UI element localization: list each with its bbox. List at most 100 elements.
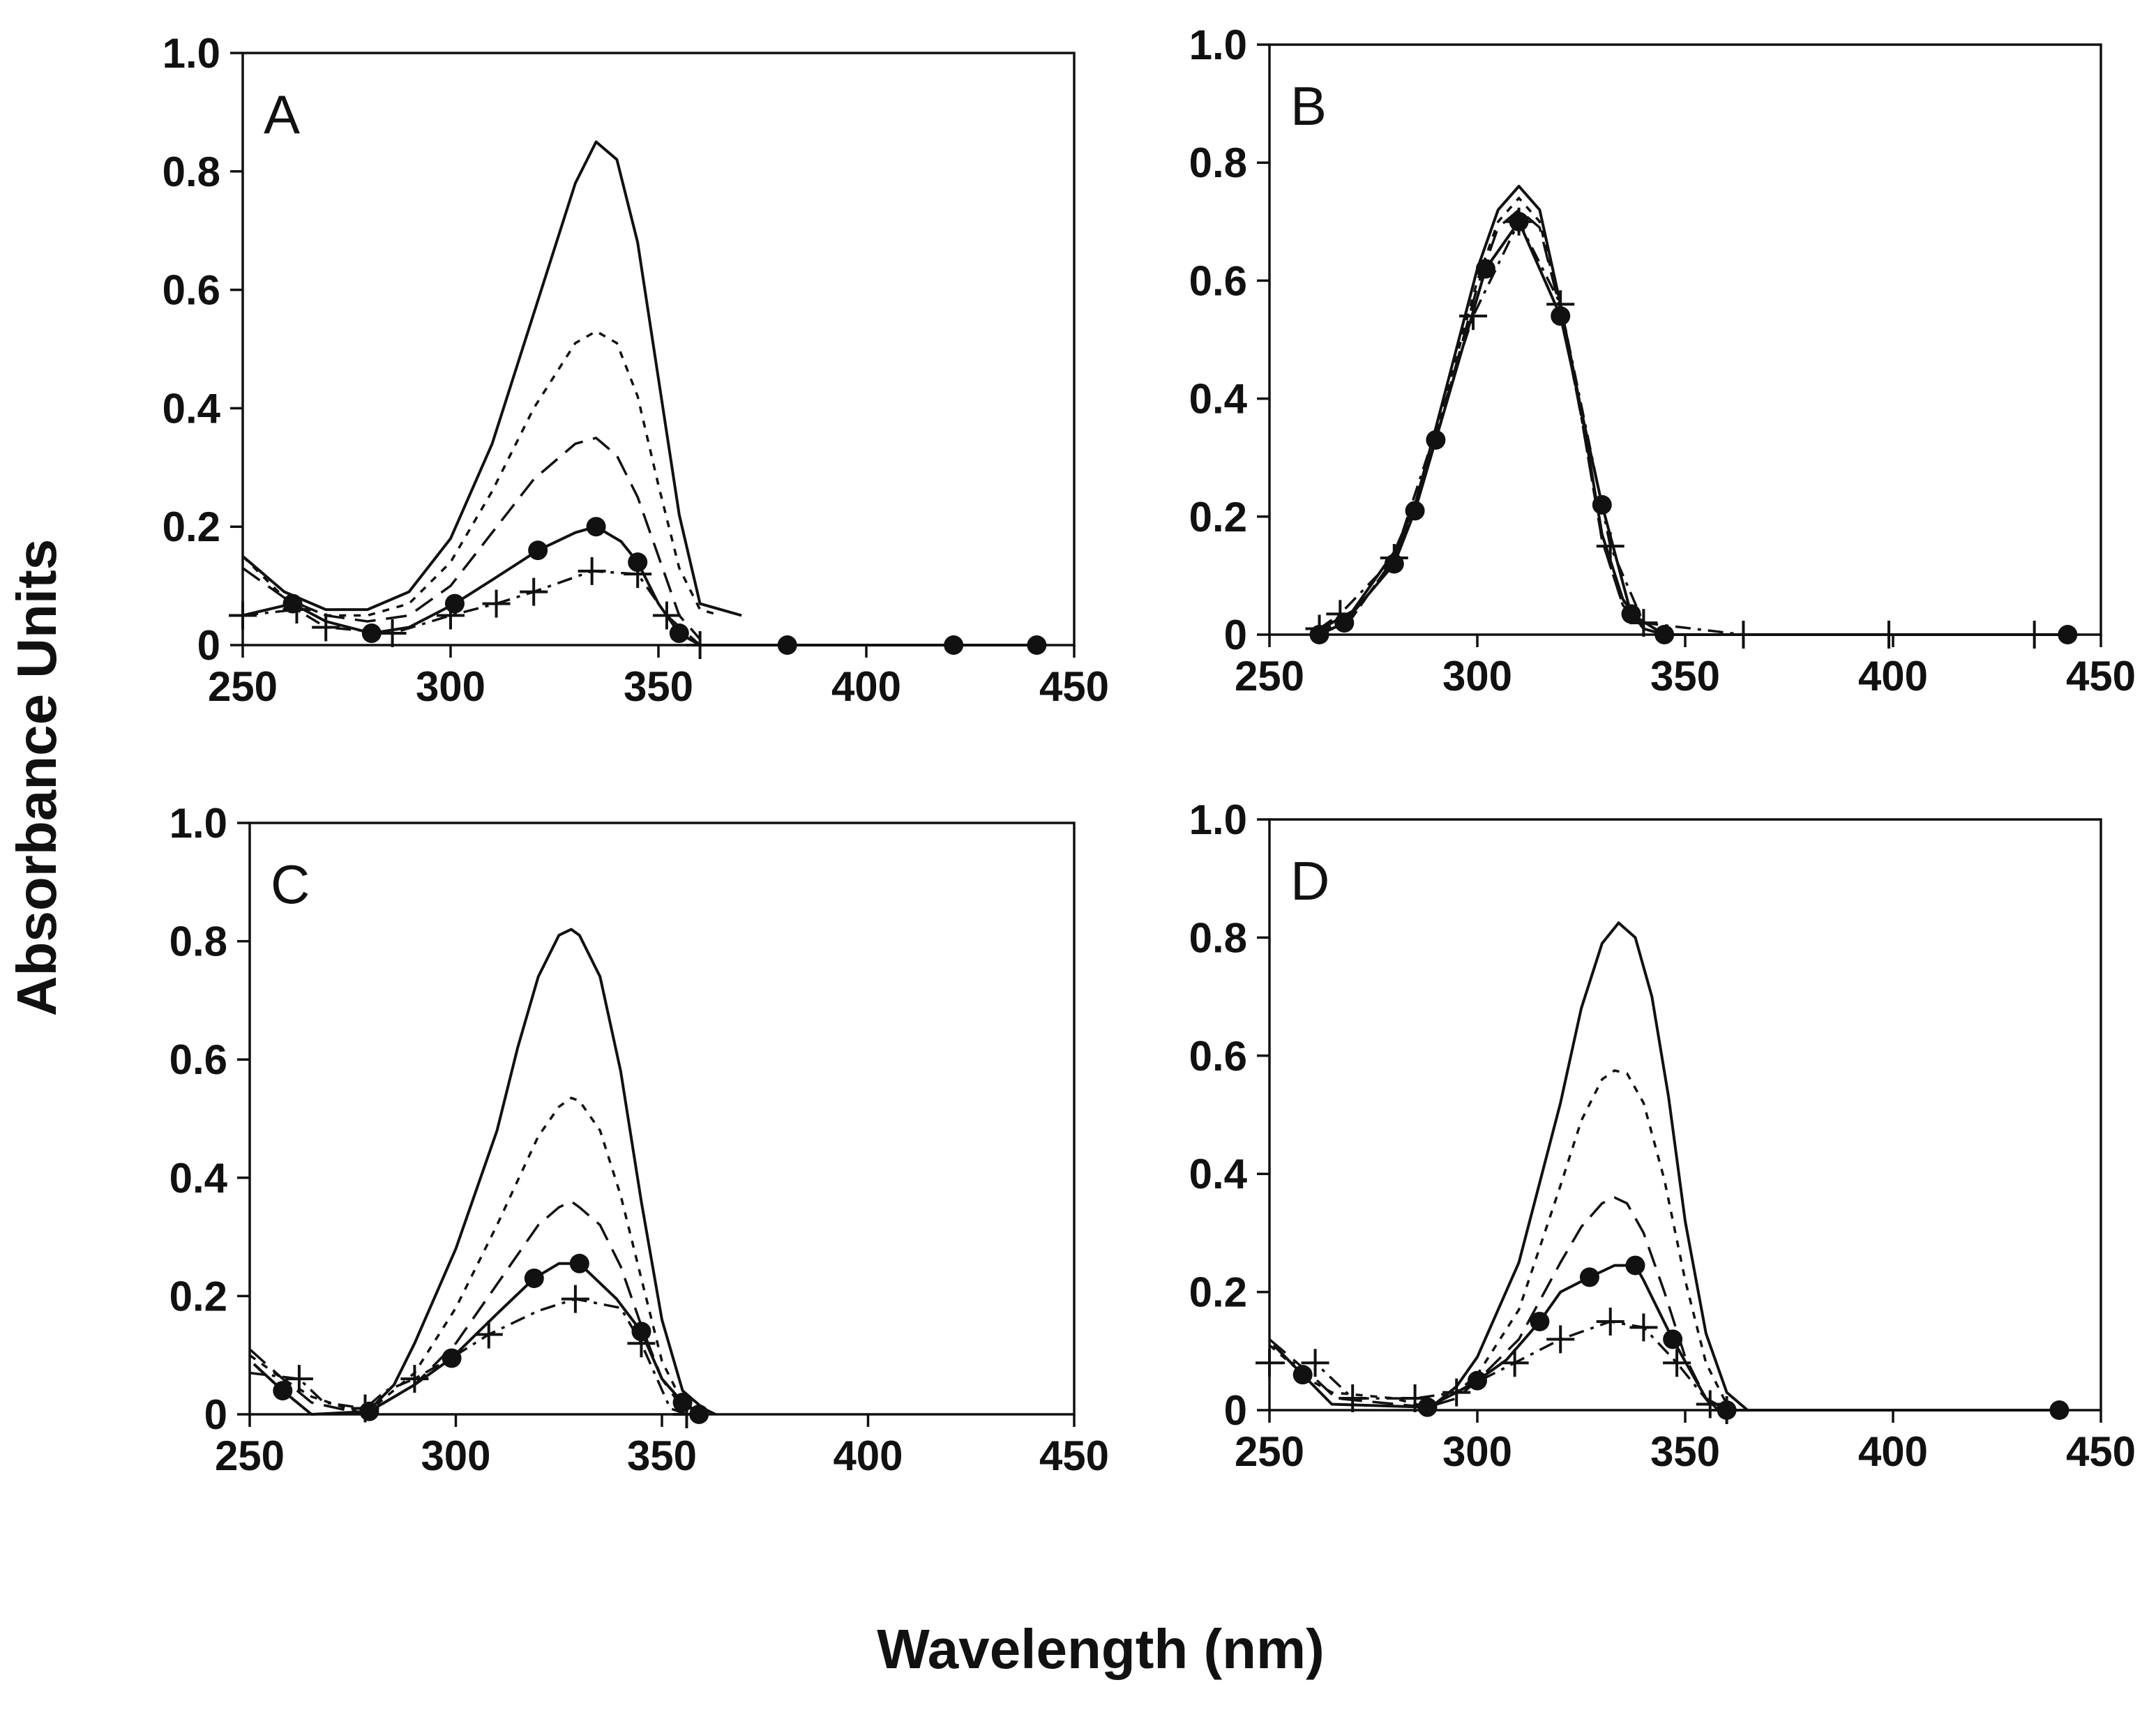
x-tick-label-c: 450 [1039, 1432, 1109, 1479]
data-point-plus-b [1459, 302, 1488, 331]
data-point-plus-d [1712, 1396, 1741, 1424]
x-tick-label-b: 350 [1650, 653, 1720, 699]
data-point-circle-a [944, 635, 964, 655]
data-point-circle-a [586, 517, 606, 537]
y-tick-label-c: 0.8 [169, 918, 227, 965]
data-point-circle-d [1292, 1365, 1313, 1385]
data-point-circle-a [669, 623, 689, 644]
series-line-filled-circle-d [1272, 1264, 2060, 1412]
data-point-circle-b [2058, 625, 2078, 644]
data-point-plus-c [285, 1365, 313, 1393]
panel-b: 250 300 350 400 450 0 0.2 0.4 0.6 0.8 1.0 B [1189, 22, 2136, 699]
data-point-circle-a [361, 623, 382, 644]
data-point-plus-a [520, 577, 548, 606]
series-line-solid-dotted-a [241, 140, 742, 617]
series-line-filled-circle-a [242, 525, 1037, 646]
series-line-plus-d [1269, 1320, 1728, 1412]
data-point-plus-c [474, 1320, 503, 1349]
series-line-solid-dotted-c [364, 928, 716, 1416]
data-point-circle-c [569, 1253, 589, 1273]
data-point-circle-a [444, 593, 465, 614]
data-point-circle-d [1663, 1329, 1683, 1349]
data-point-circle-b [1621, 604, 1641, 624]
data-point-circle-d [1579, 1267, 1599, 1287]
data-point-circle-c [524, 1268, 544, 1288]
y-tick-label-a: 1.0 [163, 30, 220, 77]
data-point-circle-b [1405, 501, 1425, 521]
series-line-long-dash-d [1268, 1196, 1719, 1412]
x-tick-label-c: 400 [833, 1432, 903, 1479]
y-tick-label-d: 0.4 [1189, 1151, 1248, 1197]
data-point-circle-a [777, 635, 797, 655]
data-point-circle-d [1468, 1370, 1487, 1391]
data-point-plus-d [1696, 1390, 1724, 1419]
data-point-plus-c [672, 1400, 701, 1428]
x-tick-label-d: 300 [1442, 1428, 1512, 1475]
panel-label-b: B [1290, 75, 1327, 137]
data-point-plus-a [282, 596, 311, 624]
panel-label-c: C [271, 854, 310, 915]
y-tick-label-d: 1.0 [1189, 796, 1247, 843]
x-tick-label-a: 300 [416, 663, 485, 710]
data-point-circle-b [1475, 259, 1495, 279]
data-point-plus-a [437, 601, 465, 630]
plot-frame-d [1268, 818, 2102, 1412]
y-tick-label-b: 0.6 [1189, 257, 1247, 304]
data-point-circle-a [528, 540, 548, 561]
data-point-plus-d [1301, 1349, 1329, 1377]
series-line-short-dash-c [248, 1096, 704, 1416]
y-tick-label-d: 0.6 [1189, 1033, 1247, 1080]
data-point-plus-d [1663, 1349, 1691, 1377]
data-point-circle-b [1334, 613, 1355, 633]
data-point-circle-c [273, 1381, 293, 1401]
series-line-filled-circle-c [252, 1262, 700, 1416]
plot-frame-c [248, 822, 1076, 1416]
data-point-circle-c [442, 1348, 462, 1368]
series-line-solid-dotted-d [1426, 921, 1749, 1412]
x-tick-label-a: 450 [1039, 663, 1109, 710]
data-point-plus-b [1596, 532, 1624, 561]
data-point-plus-a [378, 619, 407, 648]
data-point-circle-d [1530, 1311, 1550, 1331]
data-point-plus-d [1442, 1378, 1471, 1407]
y-tick-label-a: 0.4 [163, 385, 221, 432]
x-tick-label-a: 400 [831, 663, 901, 710]
panel-label-a: A [264, 84, 300, 145]
y-tick-label-b: 0.8 [1189, 139, 1247, 186]
data-point-plus-d [1339, 1384, 1367, 1413]
y-axis-title: Absorbance Units [6, 539, 68, 1017]
y-tick-label-d: 0.2 [1189, 1269, 1247, 1316]
x-tick-label-b: 400 [1858, 653, 1928, 699]
panel-a: 250 300 350 400 450 0 0.2 0.4 0.6 0.8 1.0 A [163, 30, 1109, 710]
y-tick-label-c: 0.6 [169, 1036, 227, 1083]
series-line-plus-b [1318, 220, 2035, 636]
y-tick-label-b: 0.2 [1189, 494, 1247, 540]
y-tick-label-d: 0 [1224, 1387, 1247, 1434]
data-point-circle-b [1654, 625, 1675, 644]
data-point-plus-d [1500, 1349, 1529, 1377]
x-tick-label-d: 250 [1235, 1428, 1304, 1475]
y-tick-label-b: 1.0 [1189, 22, 1247, 68]
y-tick-label-c: 0.4 [169, 1155, 228, 1202]
data-point-plus-b [1326, 600, 1355, 628]
x-tick-label-b: 300 [1442, 653, 1512, 699]
series-line-long-dash-a [241, 437, 701, 640]
data-point-plus-b [1505, 207, 1533, 236]
x-tick-label-c: 300 [421, 1432, 490, 1479]
x-tick-label-a: 250 [208, 663, 278, 710]
y-tick-label-d: 0.8 [1189, 914, 1247, 961]
panel-label-d: D [1290, 850, 1329, 912]
data-point-plus-b [1305, 614, 1334, 643]
y-tick-label-a: 0.8 [163, 149, 220, 195]
x-axis-title: Wavelength (nm) [877, 1618, 1324, 1680]
x-tick-label-d: 450 [2066, 1428, 2136, 1475]
series-line-long-dash-b [1310, 209, 1685, 636]
data-point-plus-a [686, 631, 714, 659]
data-point-plus-c [627, 1329, 656, 1358]
data-point-circle-a [1027, 635, 1047, 655]
y-tick-label-c: 0.2 [169, 1273, 227, 1319]
data-point-plus-b [1729, 621, 1758, 649]
data-point-plus-d [1401, 1384, 1429, 1413]
x-tick-label-a: 350 [624, 663, 693, 710]
